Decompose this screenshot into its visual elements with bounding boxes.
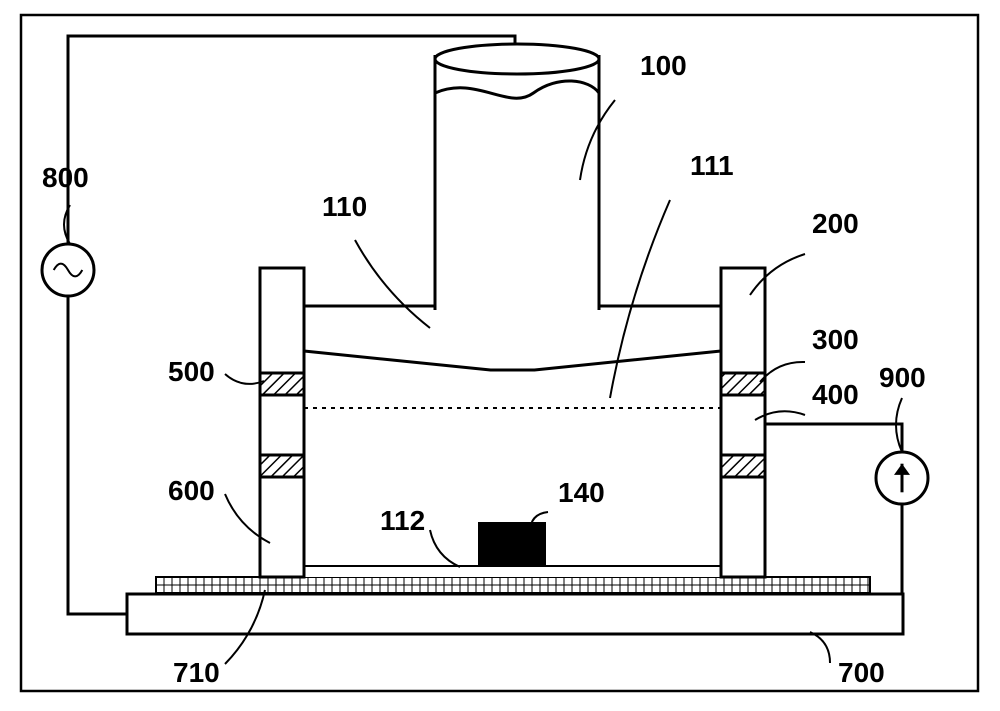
leader-n300 bbox=[760, 362, 805, 382]
wire-800-bottom bbox=[68, 296, 127, 614]
wire-900-top bbox=[765, 424, 902, 452]
diagram-root: 100 110 111 200 300 400 500 600 112 140 800 900 710 7… bbox=[0, 0, 1000, 711]
label-n200: 200 bbox=[812, 208, 859, 239]
right-pillar-seg-1 bbox=[721, 373, 765, 395]
label-n111: 111 bbox=[690, 150, 734, 181]
right-pillar-seg-4 bbox=[721, 477, 765, 577]
label-n112: 112 bbox=[380, 505, 425, 536]
label-n600: 600 bbox=[168, 475, 215, 506]
label-n100: 100 bbox=[640, 50, 687, 81]
black-block-140 bbox=[478, 522, 546, 566]
left-pillar-seg-2 bbox=[260, 395, 304, 455]
leader-n500 bbox=[225, 374, 264, 384]
label-n900: 900 bbox=[879, 362, 926, 393]
label-n300: 300 bbox=[812, 324, 859, 355]
leader-n700 bbox=[810, 632, 830, 663]
cylinder-body bbox=[435, 55, 599, 310]
left-pillar-seg-1 bbox=[260, 373, 304, 395]
left-pillar-seg-0 bbox=[260, 268, 304, 373]
right-pillar-seg-3 bbox=[721, 455, 765, 477]
label-n500: 500 bbox=[168, 356, 215, 387]
left-pillar-seg-3 bbox=[260, 455, 304, 477]
base-plate bbox=[127, 594, 903, 634]
cylinder-top-ellipse bbox=[435, 44, 599, 74]
label-n140: 140 bbox=[558, 477, 605, 508]
label-n400: 400 bbox=[812, 379, 859, 410]
label-n710: 710 bbox=[173, 657, 220, 688]
label-n800: 800 bbox=[42, 162, 89, 193]
label-n110: 110 bbox=[322, 191, 367, 222]
right-pillar-seg-2 bbox=[721, 395, 765, 455]
label-n700: 700 bbox=[838, 657, 885, 688]
left-pillar-seg-4 bbox=[260, 477, 304, 577]
